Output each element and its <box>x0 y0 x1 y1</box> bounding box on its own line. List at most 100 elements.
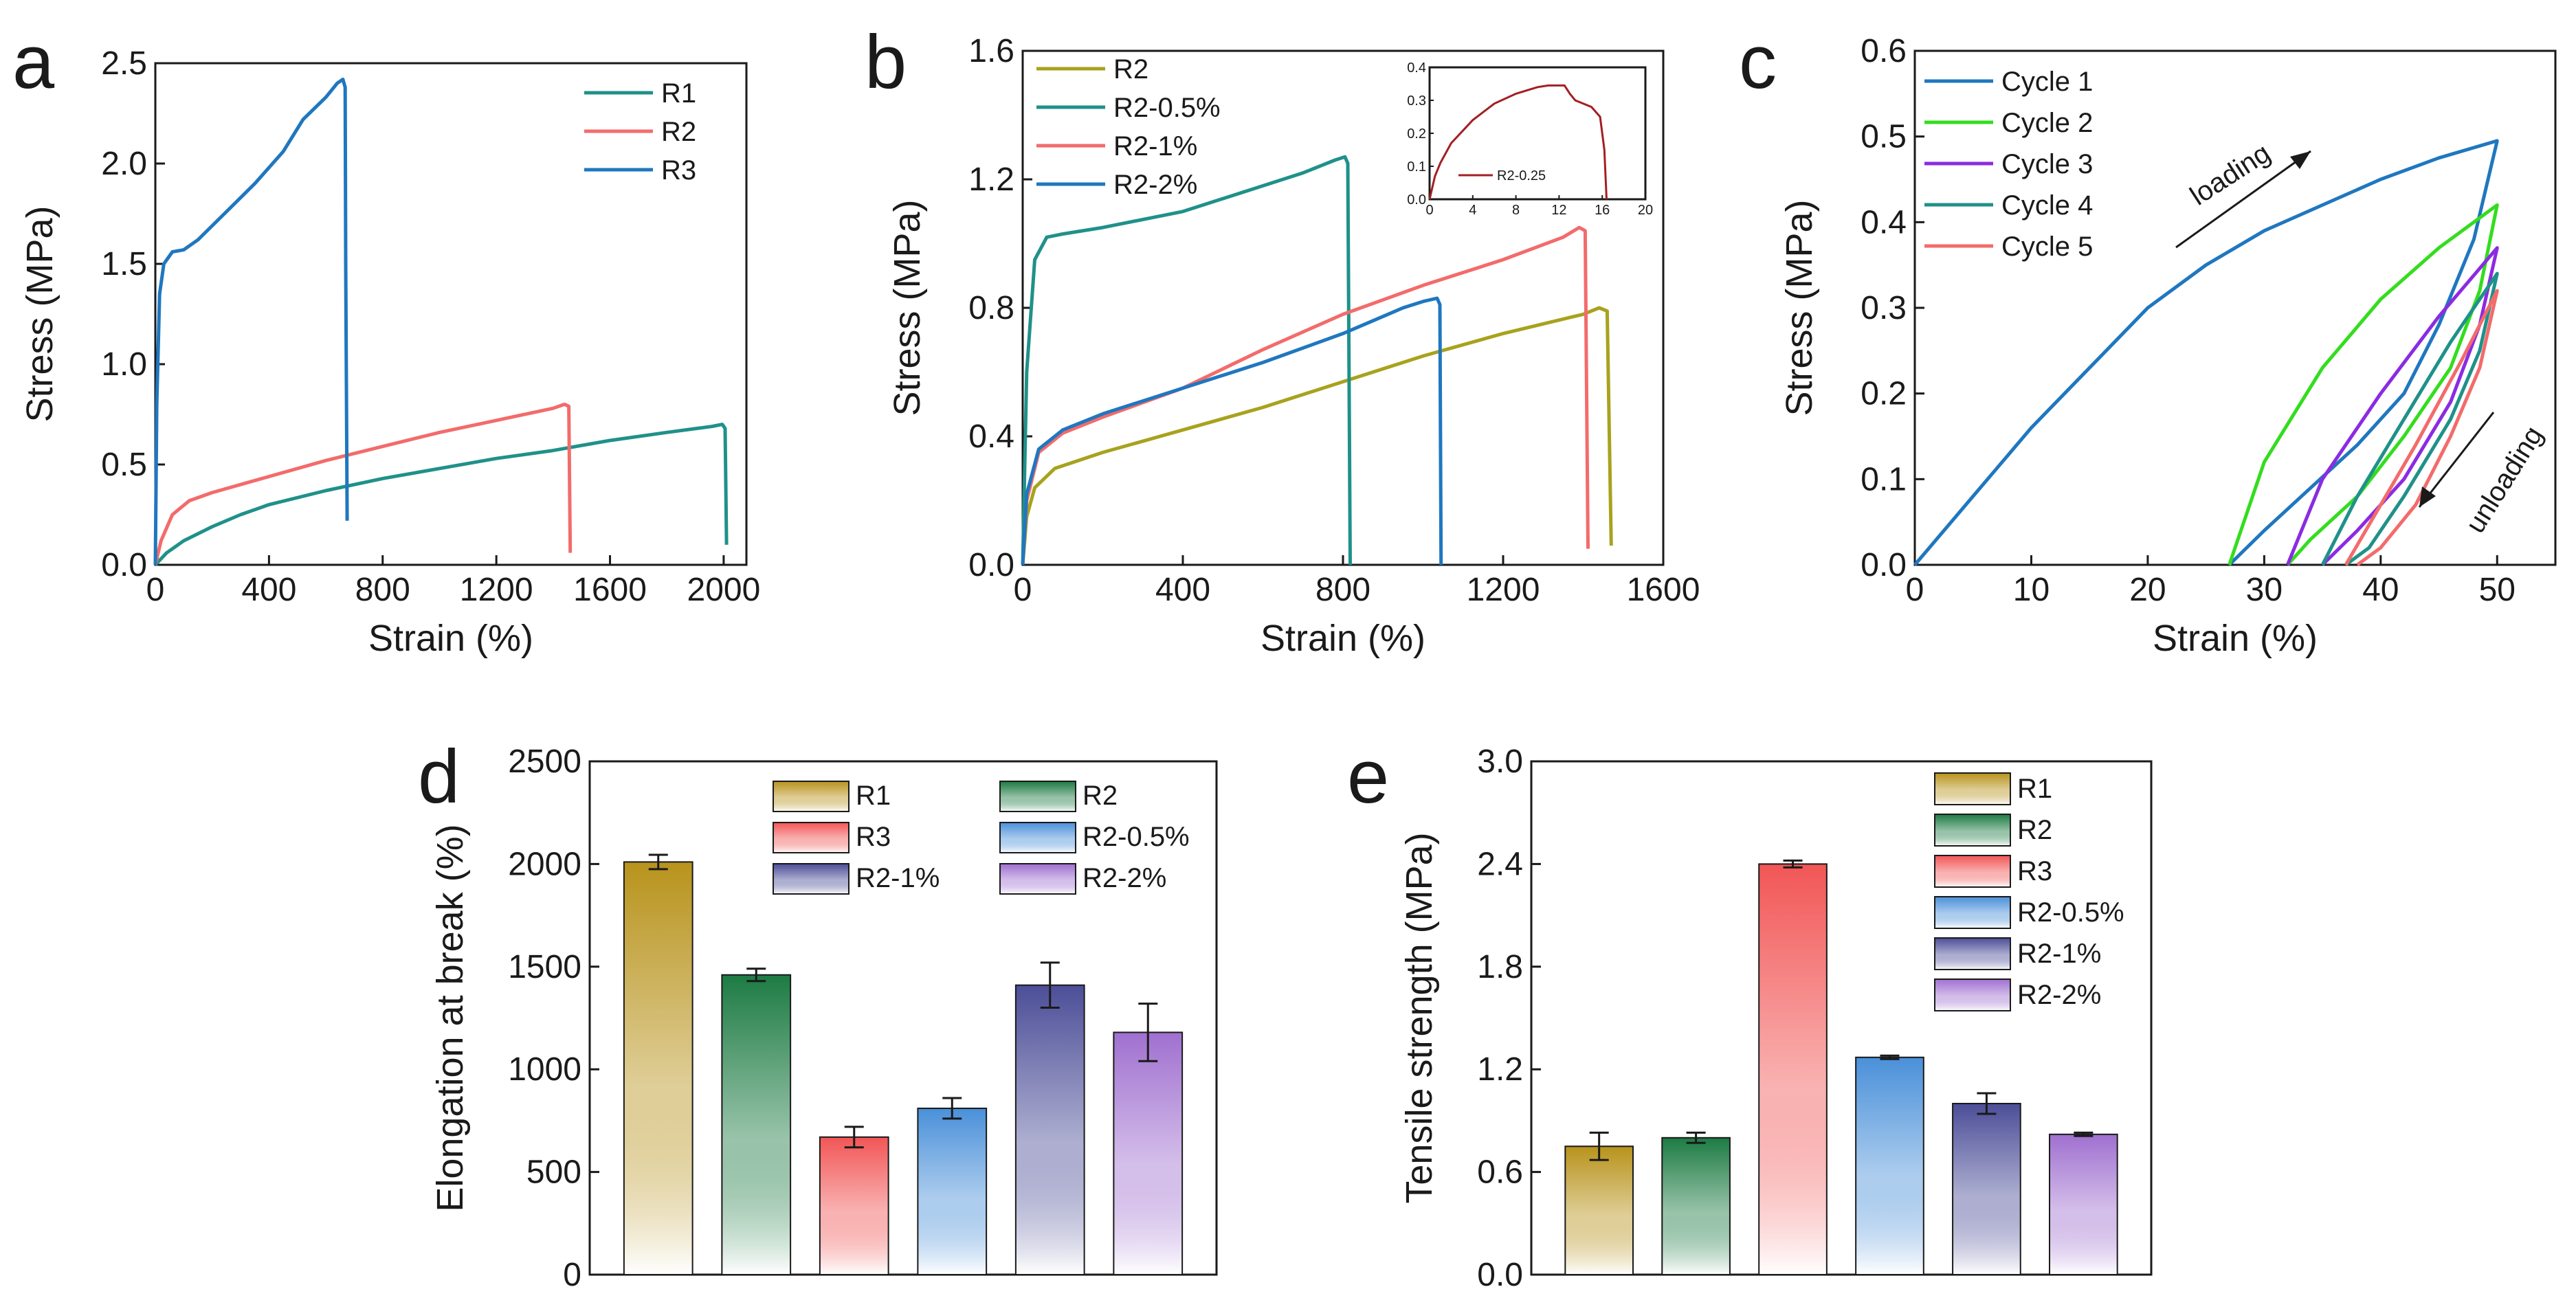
panel-a-line-chart: 0 400 800 1200 1600 2000 0.0 0.5 1.0 1.5 2.0 2.5 Str… <box>12 20 760 659</box>
series-line-cycle-1 <box>1913 139 2499 566</box>
panel-letter-c: c <box>1739 20 1777 104</box>
series-line-cycle-5 <box>2344 289 2499 567</box>
panel-letter-d: d <box>418 735 460 819</box>
x-tick-label: 800 <box>355 572 410 608</box>
bar-r2 <box>721 974 792 1275</box>
y-tick-label: 500 <box>526 1154 581 1191</box>
legend-label: Cycle 4 <box>2001 190 2093 221</box>
series-line-cycle-2 <box>2228 203 2499 566</box>
legend-swatch <box>1934 896 2011 929</box>
y-tick-label: 0.8 <box>968 290 1014 326</box>
y-tick-label: 0.2 <box>1861 376 1907 412</box>
x-tick-label: 20 <box>2129 572 2166 608</box>
y-tick-label: 1000 <box>508 1051 581 1088</box>
bar-r2-1- <box>1952 1103 2021 1275</box>
panel-d-bar-chart: 0 500 1000 1500 2000 2500 Elongation at break … <box>418 735 1218 1293</box>
legend-label: R2 <box>1082 781 1118 811</box>
x-tick-label: 800 <box>1315 572 1370 608</box>
panel-letter-e: e <box>1347 735 1389 819</box>
bar-r2-2- <box>2049 1133 2118 1275</box>
x-tick-label: 2000 <box>687 572 761 608</box>
legend-label: R2-1% <box>856 863 940 893</box>
bar-r3 <box>819 1136 889 1275</box>
x-tick-label: 50 <box>2479 572 2516 608</box>
y-axis-title: Tensile strength (MPa) <box>1399 832 1440 1203</box>
legend-label: R2 <box>661 117 696 147</box>
y-tick-label: 2.0 <box>101 146 147 182</box>
y-tick-label: 1500 <box>508 949 581 985</box>
legend-label: R2 <box>1113 54 1148 85</box>
legend-label: Cycle 2 <box>2001 108 2093 138</box>
inset-y-tick-label: 0.2 <box>1407 126 1426 142</box>
legend-swatch <box>773 781 850 812</box>
x-tick-label: 0 <box>1014 572 1032 608</box>
y-axis-title: Stress (MPa) <box>887 199 928 416</box>
bar-r2-2- <box>1113 1031 1184 1276</box>
bar-r3 <box>1758 863 1828 1275</box>
x-tick-label: 0 <box>146 572 165 608</box>
series-line-r2 <box>1021 306 1613 566</box>
legend-swatch <box>1934 855 2011 888</box>
inset-x-tick-label: 20 <box>1638 203 1653 218</box>
x-axis-title: Strain (%) <box>2153 618 2318 659</box>
x-axis-title: Strain (%) <box>368 618 533 659</box>
panel-letter-b: b <box>865 20 907 104</box>
series-line-cycle-4 <box>2320 271 2499 567</box>
legend-label: R3 <box>2017 856 2052 886</box>
annotation-loading: loading <box>2185 138 2276 212</box>
series-line-r2-0-5- <box>1021 155 1352 566</box>
y-tick-label: 0.3 <box>1861 290 1907 326</box>
bar-r1 <box>623 861 693 1275</box>
legend-label: R2 <box>2017 815 2052 845</box>
legend-swatch <box>773 863 850 895</box>
y-tick-label: 0.5 <box>1861 119 1907 155</box>
y-tick-label: 0.0 <box>968 547 1014 583</box>
bar-r2-0-5- <box>917 1107 988 1276</box>
inset-series-line <box>1428 84 1608 200</box>
y-tick-label: 2000 <box>508 846 581 882</box>
y-tick-label: 0.6 <box>1861 33 1907 69</box>
unloading-arrow <box>2418 412 2495 508</box>
legend-swatch <box>1934 772 2011 805</box>
loading-arrowhead <box>2290 151 2311 169</box>
legend-label: R2-2% <box>2017 980 2101 1010</box>
legend-swatch <box>1934 814 2011 847</box>
series-line-r2-1- <box>1021 225 1590 566</box>
plot-frame <box>1530 760 2153 1276</box>
inset-y-tick-label: 0.4 <box>1407 60 1426 76</box>
plot-frame <box>588 760 1218 1276</box>
y-tick-label: 2.4 <box>1477 846 1523 882</box>
bar-r1 <box>1564 1145 1634 1275</box>
inset-frame <box>1428 66 1647 201</box>
y-tick-label: 0 <box>563 1257 581 1293</box>
y-tick-label: 0.5 <box>101 447 147 483</box>
unloading-arrowhead <box>2419 486 2436 507</box>
y-tick-label: 1.2 <box>1477 1051 1523 1088</box>
y-tick-label: 1.0 <box>101 346 147 383</box>
y-axis-title: Elongation at break (%) <box>430 824 471 1211</box>
legend-label: R2-0.5% <box>1113 93 1221 123</box>
y-axis-title: Stress (MPa) <box>19 205 60 422</box>
x-axis-title: Strain (%) <box>1261 618 1425 659</box>
series-line-r2 <box>153 402 573 566</box>
y-tick-label: 3.0 <box>1477 743 1523 780</box>
loading-arrow <box>2175 150 2311 249</box>
x-tick-label: 1600 <box>573 572 647 608</box>
legend-label: R1 <box>2017 774 2052 804</box>
x-tick-label: 40 <box>2362 572 2399 608</box>
legend-label: R3 <box>856 822 891 852</box>
panel-letter-a: a <box>12 20 55 104</box>
legend-label: Cycle 3 <box>2001 149 2093 179</box>
bar-r2-0-5- <box>1855 1056 1924 1276</box>
y-tick-label: 0.0 <box>101 547 147 583</box>
panel-c-cycle-chart: 0 10 20 30 40 50 0.0 0.1 0.2 0.3 0.4 0.5 0.6 Strain (… <box>1739 20 2557 659</box>
y-tick-label: 0.4 <box>1861 204 1907 240</box>
y-tick-label: 2500 <box>508 743 581 780</box>
inset-x-tick-label: 16 <box>1595 203 1610 218</box>
y-tick-label: 1.5 <box>101 246 147 282</box>
panel-e-bar-chart: 0.0 0.6 1.2 1.8 2.4 3.0 Tensile strength (MPa)… <box>1347 735 2153 1293</box>
y-tick-label: 1.6 <box>968 33 1014 69</box>
y-tick-label: 0.6 <box>1477 1154 1523 1191</box>
series-line-r1 <box>154 423 729 566</box>
